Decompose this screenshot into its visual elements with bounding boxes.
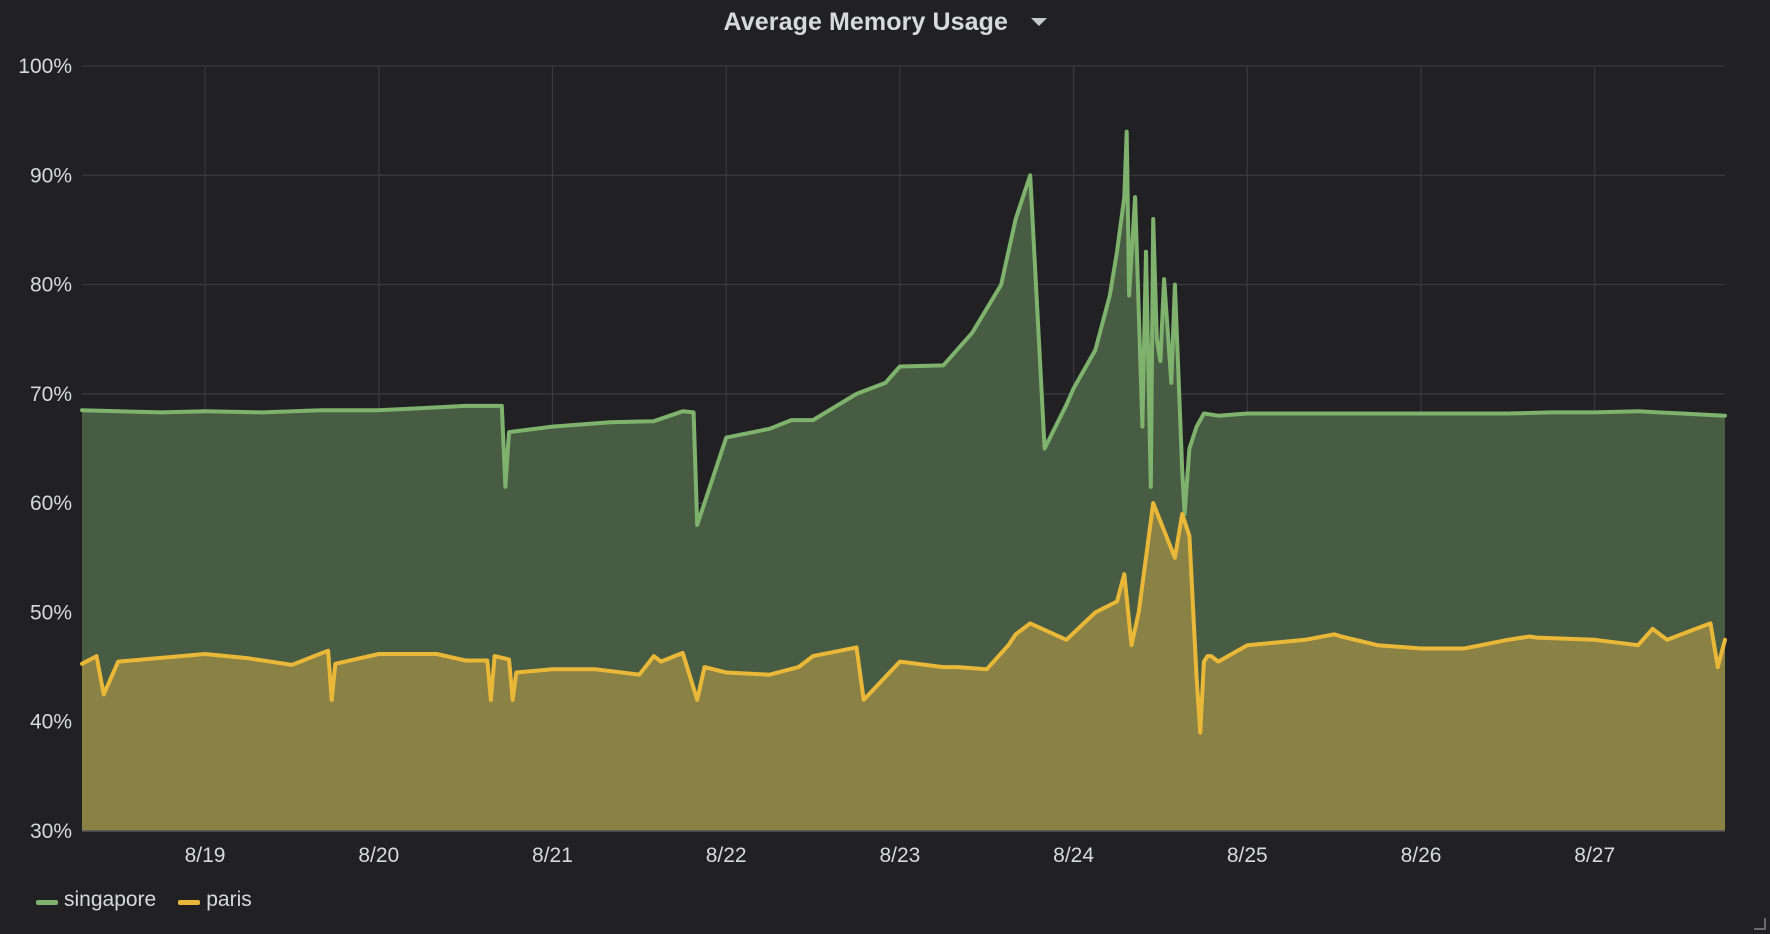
series-line-singapore[interactable] [80,129,1727,527]
x-tick-label: 8/20 [358,844,399,867]
x-tick-label: 8/24 [1053,844,1094,867]
x-tick-label: 8/19 [185,844,226,867]
x-tick-label: 8/21 [532,844,573,867]
chevron-down-icon[interactable] [1030,17,1047,26]
legend-label-singapore: singapore [64,888,157,911]
y-tick-label: 70% [30,383,72,406]
y-tick-label: 60% [30,492,72,515]
legend-item-paris[interactable]: paris [178,888,252,912]
x-tick-label: 8/22 [706,844,747,867]
legend: singapore paris [36,887,274,913]
series-areas [82,131,1725,832]
y-tick-label: 100% [18,55,72,78]
legend-label-paris: paris [206,888,252,911]
y-tick-label: 50% [30,601,72,624]
y-tick-label: 30% [30,820,72,843]
y-tick-label: 80% [30,274,72,297]
panel-header[interactable]: Average Memory Usage [0,8,1770,46]
legend-swatch-singapore [36,899,58,905]
x-tick-label: 8/23 [879,844,920,867]
axes: 30% 40% 50% 60% 70% 80% 90% 100% 8/19 8/20 8/21 8/2… [18,55,1725,867]
resize-handle[interactable] [1754,918,1766,930]
series-line-paris[interactable] [80,501,1727,735]
series-area-paris [82,503,1725,831]
legend-item-singapore[interactable]: singapore [36,888,156,912]
y-tick-label: 40% [30,711,72,734]
panel-title[interactable]: Average Memory Usage [723,8,1009,36]
x-tick-label: 8/25 [1227,844,1268,867]
x-tick-label: 8/26 [1401,844,1442,867]
x-tick-label: 8/27 [1574,844,1615,867]
series-lines [80,129,1727,735]
legend-swatch-paris [178,899,201,905]
y-tick-label: 90% [30,164,72,187]
